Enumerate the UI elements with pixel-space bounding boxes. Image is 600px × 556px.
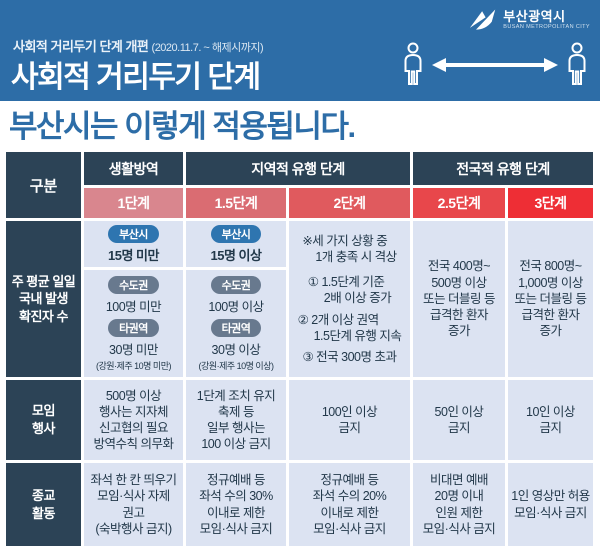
logo-swoosh-icon (470, 9, 496, 30)
other-region-note: (강원·제주 10명 미만) (96, 360, 171, 371)
group-header-regional: 지역적 유행 단계 (186, 152, 410, 185)
cell-gathering-stage1-5: 1단계 조치 유지 축제 등 일부 행사는 100 이상 금지 (186, 380, 286, 460)
cell-religion-stage2-5: 비대면 예배 20명 이내 인원 제한 모임·식사 금지 (413, 463, 505, 546)
stage-header-2-5: 2.5단계 (413, 188, 505, 218)
table-corner-label: 구분 (6, 152, 81, 218)
metro-threshold: 100명 미만 (105, 299, 162, 314)
stage2-criterion-1: ① 1.5단계 기준 2배 이상 증가 (307, 275, 392, 306)
busan-badge: 부산시 (108, 224, 159, 243)
other-region-badge: 타권역 (108, 318, 159, 337)
cell-gathering-stage3: 10인 이상 금지 (508, 380, 593, 460)
row-header-confirmed-cases: 주 평균 일일 국내 발생 확진자 수 (6, 221, 81, 377)
busan-threshold: 15명 이상 (210, 247, 262, 263)
stage2-criterion-3: ③ 전국 300명 초과 (302, 350, 397, 365)
metro-threshold: 100명 이상 (208, 299, 264, 314)
cell-gathering-stage2-5: 50인 이상 금지 (413, 380, 505, 460)
cell-religion-stage1: 좌석 한 칸 띄우기 모임·식사 자제 권고 (숙박행사 금지) (84, 463, 183, 546)
group-header-national: 전국적 유행 단계 (413, 152, 593, 185)
busan-threshold: 15명 미만 (108, 247, 159, 263)
cell-religion-stage2: 정규예배 등 좌석 수의 20% 이내로 제한 모임·식사 금지 (289, 463, 410, 546)
stage-header-1: 1단계 (84, 188, 183, 218)
busan-city-logo: 부산광역시 BUSAN METROPOLITAN CITY (469, 8, 590, 32)
stage-header-1-5: 1.5단계 (186, 188, 286, 218)
logo-subname: BUSAN METROPOLITAN CITY (503, 24, 590, 31)
other-region-badge: 타권역 (210, 318, 262, 337)
row-header-gatherings: 모임 행사 (6, 380, 81, 460)
stage2-criterion-2: ② 2개 이상 권역 1.5단계 유행 지속 (297, 312, 402, 343)
other-region-threshold: 30명 미만 (109, 342, 158, 357)
cell-religion-stage1-5: 정규예배 등 좌석 수의 30% 이내로 제한 모임·식사 금지 (186, 463, 286, 546)
distancing-levels-table: 구분 생활방역 지역적 유행 단계 전국적 유행 단계 1단계 1.5단계 2단… (6, 152, 594, 548)
subtitle-text: 사회적 거리두기 단계 개편 (13, 39, 149, 54)
person-icon-left (404, 42, 422, 85)
person-icon-right (568, 42, 586, 85)
main-title: 사회적 거리두기 단계 (11, 61, 261, 94)
other-region-threshold: 30명 이상 (211, 342, 261, 357)
busan-badge: 부산시 (210, 224, 262, 243)
page-tagline: 부산시는 이렇게 적용됩니다. (9, 109, 356, 144)
header-subtitle: 사회적 거리두기 단계 개편 (2020.11.7. ~ 해제시까지) (13, 36, 264, 55)
metro-badge: 수도권 (210, 275, 262, 294)
subtitle-period: (2020.11.7. ~ 해제시까지) (151, 42, 264, 54)
other-region-note: (강원·제주 10명 이상) (198, 360, 274, 371)
row-header-religion: 종교 활동 (6, 463, 81, 546)
metro-badge: 수도권 (108, 275, 159, 294)
stage2-escalation-note: ※세 가지 상황 중 1개 충족 시 격상 (302, 233, 397, 264)
cell-confirmed-stage1-5: 부산시 15명 이상 수도권 100명 이상 타권역 30명 이상 (강원·제주… (186, 221, 286, 377)
cell-religion-stage3: 1인 영상만 허용 모임·식사 금지 (508, 463, 593, 546)
cell-gathering-stage1: 500명 이상 행사는 지자체 신고협의 필요 방역수칙 의무화 (84, 380, 183, 460)
cell-gathering-stage2: 100인 이상 금지 (289, 380, 410, 460)
stage-header-2: 2단계 (289, 188, 410, 218)
cell-confirmed-stage1: 부산시 15명 미만 수도권 100명 미만 타권역 30명 미만 (강원·제주… (84, 221, 183, 377)
cell-confirmed-stage2: ※세 가지 상황 중 1개 충족 시 격상 ① 1.5단계 기준 2배 이상 증… (289, 221, 410, 377)
header-banner: 부산광역시 BUSAN METROPOLITAN CITY 사회적 거리두기 단… (0, 0, 600, 101)
distance-illustration (400, 42, 590, 88)
cell-confirmed-stage2-5: 전국 400명~ 500명 이상 또는 더블링 등 급격한 환자 증가 (413, 221, 505, 377)
logo-name: 부산광역시 (503, 8, 566, 24)
stage-header-3: 3단계 (508, 188, 593, 218)
distance-arrow-icon (432, 58, 558, 72)
group-header-daily-life: 생활방역 (84, 152, 183, 185)
cell-confirmed-stage3: 전국 800명~ 1,000명 이상 또는 더블링 등 급격한 환자 증가 (508, 221, 593, 377)
